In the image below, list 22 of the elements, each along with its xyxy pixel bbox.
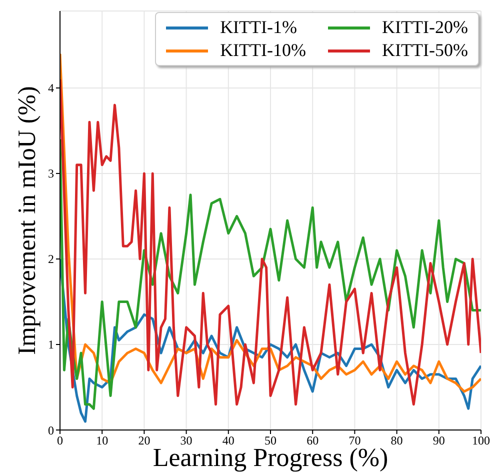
- legend-label: KITTI-1%: [220, 17, 298, 38]
- x-tick-label: 70: [348, 434, 361, 448]
- legend-label: KITTI-20%: [382, 17, 468, 38]
- y-tick-label: 4: [48, 81, 54, 96]
- x-tick-label: 100: [472, 434, 490, 448]
- x-tick-label: 90: [432, 434, 445, 448]
- legend-label: KITTI-50%: [382, 40, 468, 61]
- y-axis-title: Improvement in mIoU (%): [14, 86, 41, 355]
- legend-label: KITTI-10%: [220, 40, 306, 61]
- line-series: [60, 138, 481, 410]
- x-tick-label: 60: [306, 434, 319, 448]
- x-tick-label: 80: [390, 434, 403, 448]
- y-tick-label: 0: [48, 423, 54, 438]
- x-tick-label: 0: [57, 434, 63, 448]
- x-tick-label: 30: [180, 434, 192, 448]
- y-tick-label: 2: [48, 252, 54, 266]
- y-tick-label: 1: [48, 338, 54, 352]
- x-tick-label: 10: [96, 434, 108, 448]
- x-tick-label: 50: [264, 434, 276, 448]
- x-tick-label: 40: [222, 434, 234, 448]
- x-tick-label: 20: [138, 434, 150, 448]
- y-tick-label: 3: [48, 166, 54, 181]
